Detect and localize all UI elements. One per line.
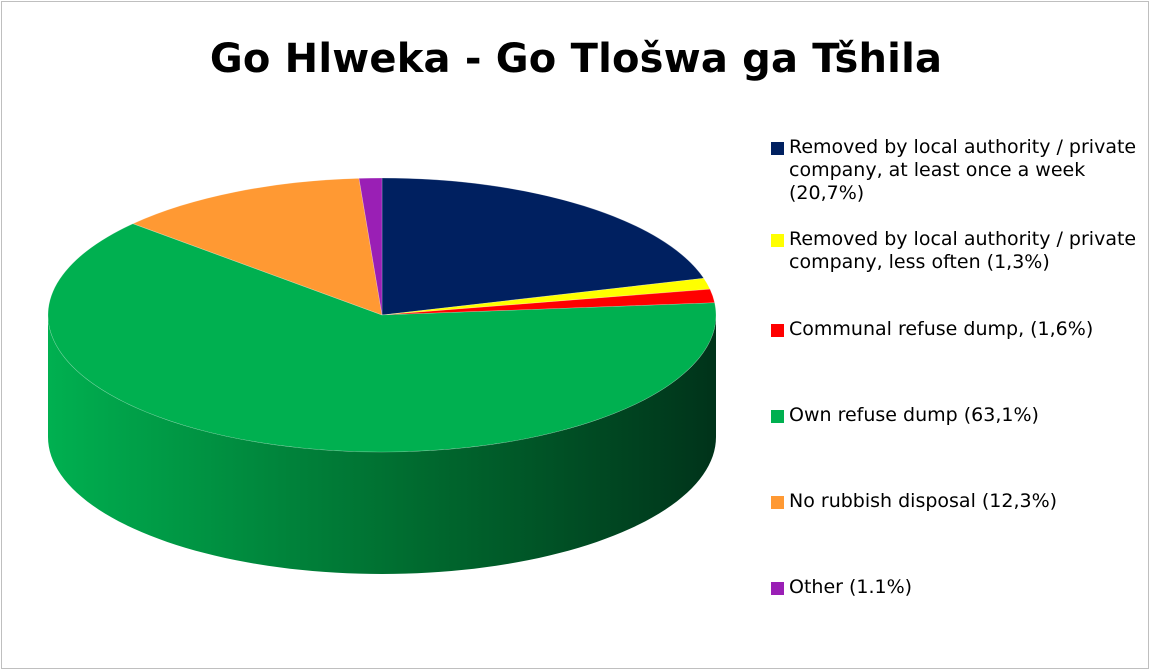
- chart-title: Go Hlweka - Go Tlošwa ga Tšhila: [209, 36, 943, 82]
- legend-label-0: Removed by local authority / private com…: [789, 136, 1137, 204]
- legend-swatch-4: [771, 496, 784, 509]
- legend-item-3: Own refuse dump (63,1%): [771, 404, 1149, 427]
- legend-item-1: Removed by local authority / private com…: [771, 228, 1149, 274]
- legend-swatch-1: [771, 234, 784, 247]
- legend-label-4: No rubbish disposal (12,3%): [789, 490, 1058, 512]
- legend-label-1: Removed by local authority / private com…: [789, 228, 1137, 273]
- pie-slice-4: [132, 178, 383, 316]
- legend-item-0: Removed by local authority / private com…: [771, 136, 1149, 205]
- legend-item-5: Other (1.1%): [771, 576, 1149, 599]
- pie-slice-0: [381, 177, 705, 316]
- legend-item-4: No rubbish disposal (12,3%): [771, 490, 1149, 513]
- legend-swatch-2: [771, 324, 784, 337]
- pie-side-3: [48, 315, 716, 574]
- legend-label-5: Other (1.1%): [789, 576, 913, 598]
- legend-swatch-0: [771, 142, 784, 155]
- legend-label-2: Communal refuse dump, (1,6%): [789, 318, 1094, 340]
- legend-swatch-3: [771, 410, 784, 423]
- legend-item-2: Communal refuse dump, (1,6%): [771, 318, 1149, 341]
- pie-slice-5: [358, 177, 383, 316]
- legend-label-3: Own refuse dump (63,1%): [789, 404, 1039, 426]
- legend-swatch-5: [771, 582, 784, 595]
- pie-slice-1: [381, 277, 711, 316]
- pie-slice-2: [381, 288, 716, 316]
- pie-slice-3: [47, 223, 717, 453]
